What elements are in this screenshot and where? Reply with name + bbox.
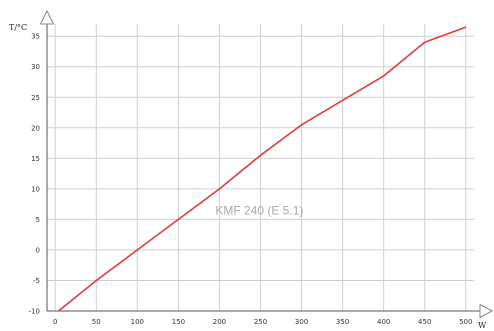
x-tick-label: 400: [377, 318, 390, 326]
x-tick-label: 150: [172, 318, 185, 326]
chart-annotation: KMF 240 (E 5.1): [215, 204, 303, 218]
y-tick-label: 35: [31, 33, 40, 41]
y-tick-label: 0: [36, 246, 40, 254]
y-tick-label: -10: [29, 308, 40, 316]
y-tick-label: 25: [31, 94, 40, 102]
x-tick-label: 450: [418, 318, 431, 326]
x-tick-label: 100: [131, 318, 144, 326]
y-tick-label: 20: [31, 124, 40, 132]
tick-labels: 0 50 100 150 200 250 300 350 400 450 500 -10 -5 0 5 10 1…: [29, 33, 473, 326]
x-tick-label: 200: [213, 318, 226, 326]
y-tick-label: 10: [31, 185, 40, 193]
series-lines: [57, 26, 467, 312]
y-tick-label: -5: [33, 277, 40, 285]
x-tick-label: 500: [459, 318, 472, 326]
y-axis-label: T/°C: [9, 23, 27, 32]
grid-lines: [47, 24, 474, 312]
series-line: [57, 26, 467, 312]
x-tick-label: 250: [254, 318, 267, 326]
x-axis-label: W: [478, 321, 487, 330]
x-tick-label: 350: [336, 318, 349, 326]
x-axis-arrow-icon: [479, 303, 494, 319]
y-tick-label: 30: [31, 63, 40, 71]
y-axis-arrow-icon: [39, 9, 55, 25]
y-tick-label: 15: [31, 155, 40, 163]
y-tick-label: 5: [36, 216, 40, 224]
axes: [39, 9, 494, 319]
x-tick-label: 50: [92, 318, 101, 326]
x-tick-label: 300: [295, 318, 308, 326]
x-tick-label: 0: [53, 318, 57, 326]
